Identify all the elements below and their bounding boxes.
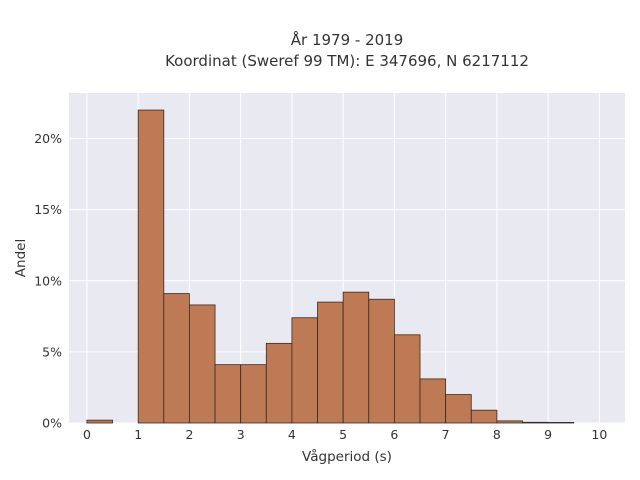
x-tick-label: 8 [493, 427, 501, 442]
y-axis-label: Andel [13, 239, 29, 277]
x-tick-label: 2 [185, 427, 193, 442]
x-tick-label: 9 [544, 427, 552, 442]
histogram-bar-0 [86, 419, 113, 424]
x-tick-label: 5 [339, 427, 347, 442]
histogram-bar-17 [547, 422, 575, 424]
y-tick-label: 20% [34, 131, 62, 146]
x-tick-label: 0 [83, 427, 91, 442]
histogram-bar-6 [265, 342, 293, 424]
histogram-bar-13 [445, 394, 472, 424]
x-tick-label: 3 [237, 427, 245, 442]
x-tick-label: 6 [390, 427, 398, 442]
x-tick-label: 4 [288, 427, 296, 442]
x-axis-label: Vågperiod (s) [302, 448, 392, 465]
histogram-bar-1 [137, 109, 165, 424]
y-tick-labels: 0% 5% 10% 15% 20% [34, 131, 62, 430]
chart-title-line1: År 1979 - 2019 [291, 30, 404, 49]
chart-title-line2: Koordinat (Sweref 99 TM): E 347696, N 62… [165, 52, 529, 70]
histogram-bar-15 [496, 420, 523, 424]
histogram-bar-5 [240, 364, 267, 424]
y-tick-label: 0% [42, 416, 62, 431]
x-tick-label: 7 [442, 427, 450, 442]
histogram-bar-7 [291, 317, 318, 424]
histogram-bar-3 [189, 304, 216, 424]
histogram-bar-11 [394, 334, 421, 424]
bars [86, 109, 575, 424]
x-tick-label: 10 [591, 427, 607, 442]
histogram-bar-16 [522, 421, 549, 424]
histogram-bar-10 [368, 298, 395, 424]
histogram-bar-14 [470, 409, 498, 424]
y-tick-label: 10% [34, 273, 62, 288]
x-tick-label: 1 [134, 427, 142, 442]
histogram-bar-2 [163, 293, 190, 424]
histogram-bar-9 [342, 291, 370, 424]
histogram-bar-4 [214, 364, 242, 424]
x-tick-labels: 0 1 2 3 4 5 6 7 8 9 10 [83, 427, 607, 442]
y-tick-label: 15% [34, 202, 62, 217]
y-tick-label: 5% [42, 344, 62, 359]
histogram-bar-8 [317, 301, 344, 424]
histogram-bar-12 [419, 378, 447, 424]
